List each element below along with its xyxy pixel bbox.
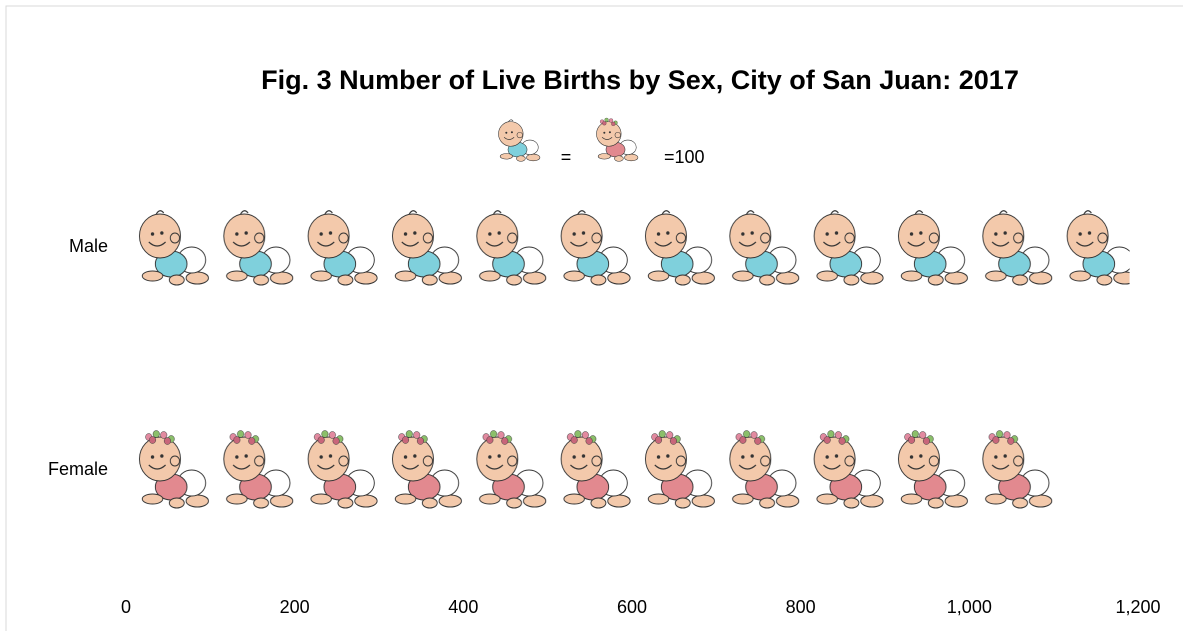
baby-ear [615,132,621,138]
baby-bow [609,119,613,123]
baby-bow [605,118,609,122]
baby-leg [526,154,539,161]
baby-arm [500,154,512,160]
x-tick-label: 1,200 [1115,597,1160,617]
chart-title: Fig. 3 Number of Live Births by Sex, Cit… [261,65,1019,95]
baby-eye [505,132,507,134]
legend-icon [498,120,539,162]
bar [126,427,1066,513]
legend-unit-label: =100 [664,147,705,167]
x-tick-label: 200 [280,597,310,617]
baby-eye [609,131,611,133]
legend-icon [596,118,637,161]
baby-arm [598,154,610,160]
x-tick-label: 400 [448,597,478,617]
chart-border [6,6,1183,631]
x-tick-label: 0 [121,597,131,617]
legend-equals: = [561,147,572,167]
baby-bow [602,121,606,125]
bar [126,204,1130,290]
baby-eye [603,132,605,134]
y-tick-label: Male [69,236,108,256]
baby-eye [511,131,513,133]
baby-bow [611,122,615,126]
x-tick-label: 600 [617,597,647,617]
x-tick-label: 800 [786,597,816,617]
baby-ear [517,132,523,138]
baby-hand [614,156,623,162]
baby-hand [516,156,525,162]
y-tick-label: Female [48,459,108,479]
x-tick-label: 1,000 [947,597,992,617]
baby-leg [624,154,637,161]
chart: Fig. 3 Number of Live Births by Sex, Cit… [0,0,1183,631]
